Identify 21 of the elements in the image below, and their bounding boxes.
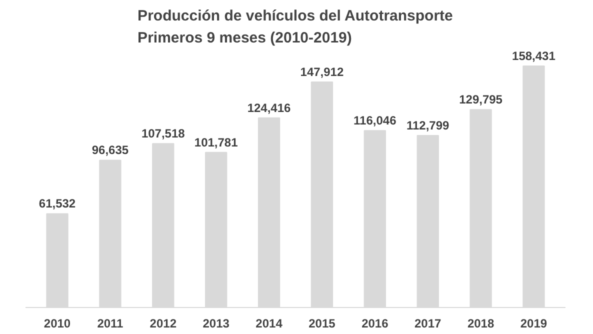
- x-tick-label: 2019: [520, 316, 548, 330]
- x-tick-label: 2012: [150, 316, 177, 330]
- data-label: 129,795: [459, 92, 503, 107]
- data-label: 61,532: [38, 196, 76, 211]
- x-tick-label: 2010: [44, 316, 71, 330]
- data-label: 107,518: [141, 126, 186, 141]
- x-tick-label: 2016: [362, 316, 389, 330]
- data-label: 147,912: [300, 65, 344, 80]
- x-tick-label: 2013: [202, 316, 230, 330]
- chart-title: Producción de vehículos del Autotransporte Primeros 9 meses (2010-2019): [138, 7, 453, 46]
- x-tick-label: 2014: [256, 316, 283, 330]
- data-label: 158,431: [512, 48, 556, 63]
- data-label: 124,416: [247, 100, 292, 115]
- x-tick-label: 2011: [97, 316, 124, 330]
- x-tick-label: 2017: [414, 316, 442, 330]
- x-tick-label: 2015: [308, 316, 336, 330]
- x-tick-label: 2018: [467, 316, 494, 330]
- data-label: 112,799: [406, 118, 450, 133]
- data-label: 116,046: [354, 114, 397, 128]
- data-label: 101,781: [194, 135, 238, 150]
- data-label: 96,635: [92, 143, 129, 158]
